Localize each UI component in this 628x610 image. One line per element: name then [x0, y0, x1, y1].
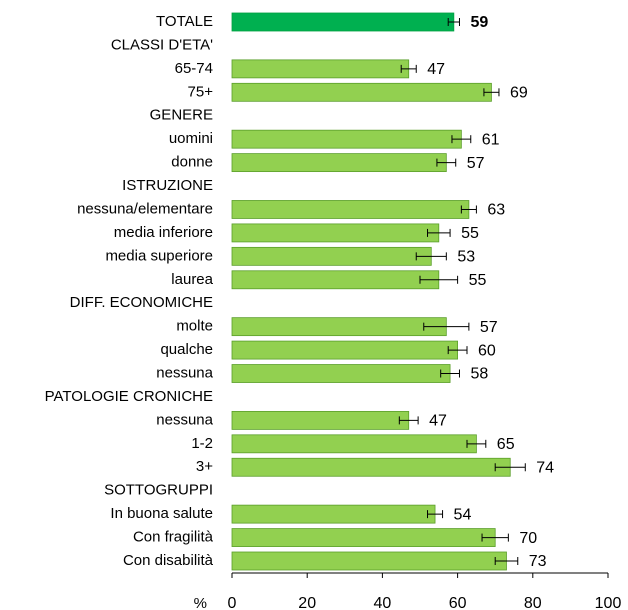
x-tick-label: 100 [595, 595, 622, 610]
bar [231, 340, 459, 360]
data-label: 61 [482, 131, 500, 148]
data-label: 47 [427, 61, 445, 78]
y-tick-label: media inferiore [114, 224, 213, 241]
y-tick-label: Con fragilità [133, 529, 214, 546]
y-tick-label: 1-2 [191, 435, 213, 452]
bar [231, 59, 410, 79]
data-label: 55 [469, 272, 487, 289]
data-label: 74 [536, 459, 554, 476]
y-tick-label: media superiore [105, 247, 213, 264]
y-tick-label: nessuna/elementare [77, 200, 213, 217]
bar [231, 364, 451, 383]
bar [231, 551, 507, 571]
y-tick-label: SOTTOGRUPPI [104, 482, 213, 499]
bar [231, 153, 447, 173]
y-tick-label: Con disabilità [123, 552, 214, 569]
data-label: 63 [487, 202, 505, 219]
data-label: 54 [454, 506, 472, 523]
y-tick-label: donne [171, 154, 213, 171]
x-axis-label: % [194, 595, 207, 610]
bar [231, 246, 432, 266]
y-tick-label: 3+ [196, 458, 213, 475]
data-label: 73 [529, 553, 547, 570]
y-tick-label: ISTRUZIONE [122, 177, 213, 194]
x-tick-label: 0 [228, 595, 237, 610]
bar [231, 528, 496, 547]
bar [231, 434, 477, 454]
y-tick-label: PATOLOGIE CRONICHE [45, 388, 213, 405]
bar [231, 410, 410, 430]
y-tick-label: 75+ [188, 83, 214, 100]
data-label: 59 [470, 14, 488, 31]
y-tick-label: qualche [160, 341, 213, 358]
bar [231, 504, 436, 524]
data-label: 47 [429, 413, 447, 430]
x-tick-label: 60 [449, 595, 467, 610]
x-tick-label: 20 [298, 595, 316, 610]
data-label: 69 [510, 85, 528, 102]
y-tick-label: molte [176, 318, 213, 335]
bar [231, 200, 470, 219]
x-tick-label: 80 [524, 595, 542, 610]
y-tick-label: In buona salute [110, 505, 213, 522]
y-tick-label: laurea [171, 271, 213, 288]
bar [231, 129, 462, 149]
bar [231, 82, 492, 102]
bar [231, 317, 447, 337]
y-tick-label: CLASSI D'ETA' [111, 36, 213, 53]
y-tick-label: nessuna [156, 364, 213, 381]
bar [231, 223, 440, 243]
y-tick-label: GENERE [150, 107, 213, 124]
bar [231, 270, 440, 290]
x-tick-label: 40 [374, 595, 392, 610]
data-label: 57 [480, 319, 498, 336]
data-label: 58 [470, 366, 488, 383]
data-label: 60 [478, 342, 496, 359]
y-tick-label: TOTALE [156, 13, 213, 30]
data-label: 65 [497, 436, 515, 453]
y-tick-label: DIFF. ECONOMICHE [70, 294, 213, 311]
y-tick-label: 65-74 [175, 60, 213, 77]
data-label: 57 [467, 155, 485, 172]
bar [231, 12, 455, 32]
data-label: 55 [461, 225, 479, 242]
bar [231, 457, 511, 477]
data-label: 53 [457, 249, 475, 266]
y-tick-label: uomini [169, 130, 213, 147]
y-tick-label: nessuna [156, 411, 213, 428]
data-label: 70 [519, 530, 537, 547]
